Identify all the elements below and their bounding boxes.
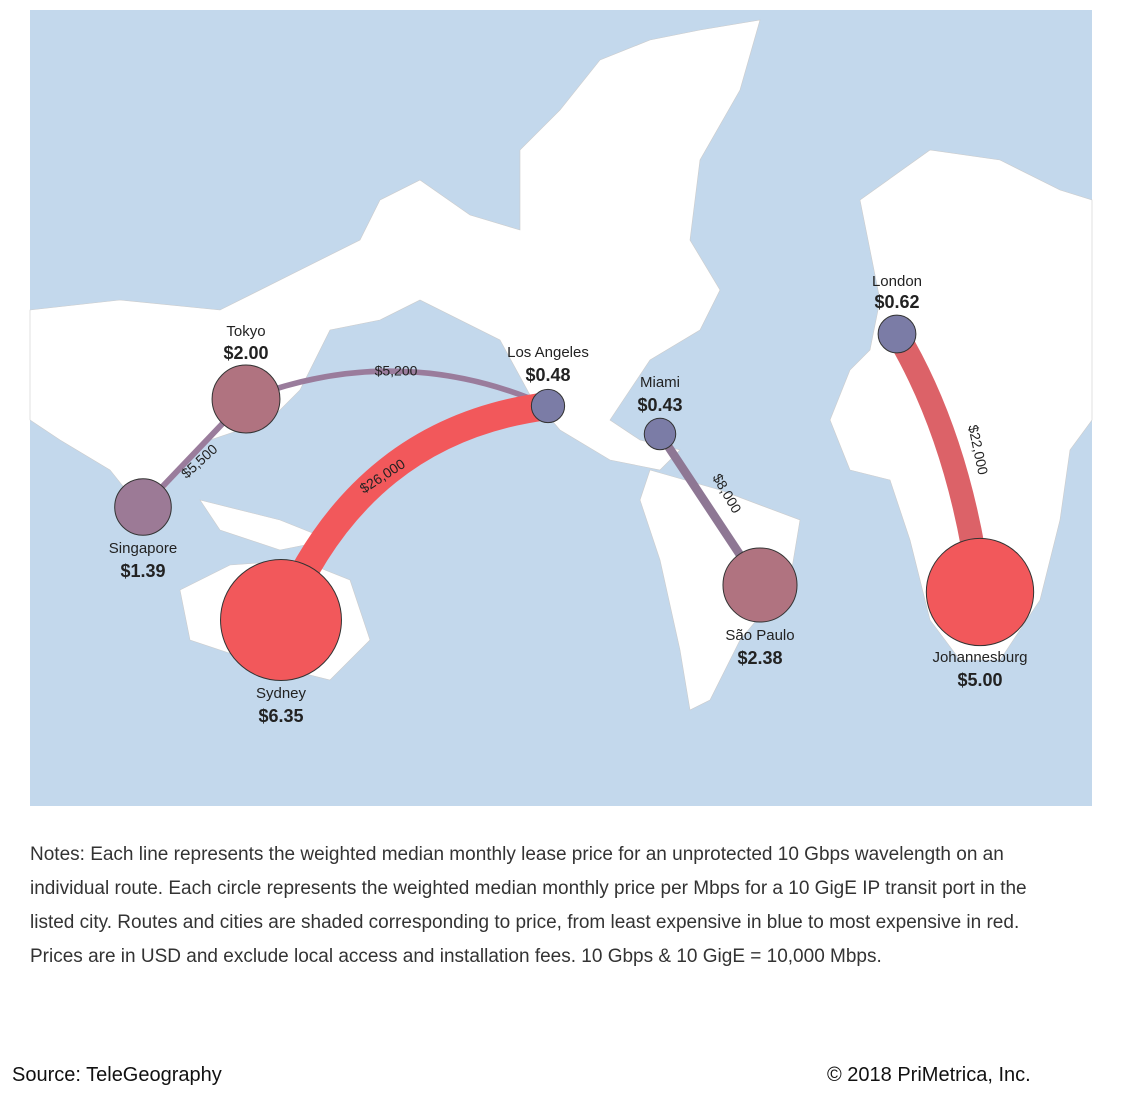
copyright: © 2018 PriMetrica, Inc. [827, 1064, 1031, 1086]
city-price: $0.62 [874, 292, 919, 312]
map: $5,200$5,500 $26,000 $8,000$22,000Tokyo$2.… [29, 10, 1093, 806]
city-name: São Paulo [725, 627, 794, 644]
city-price: $0.48 [525, 365, 570, 385]
notes: Notes: Each line represents the weighted… [30, 844, 1027, 967]
city-price: $5.00 [957, 670, 1002, 690]
city-circle [722, 547, 798, 623]
city-price: $1.39 [120, 561, 165, 581]
city-name: Singapore [109, 540, 177, 557]
route [245, 368, 550, 409]
city-name: Tokyo [226, 323, 265, 340]
city-name: Los Angeles [507, 344, 589, 361]
route-label: $5,200 [375, 363, 418, 379]
city-name: London [872, 273, 922, 290]
source: Source: TeleGeography [12, 1064, 222, 1086]
city-circle [877, 314, 917, 354]
city-circle [114, 478, 172, 536]
city-circle [211, 364, 281, 434]
city-name: Sydney [256, 685, 307, 702]
city-circle [530, 388, 566, 424]
city-price: $2.38 [737, 648, 782, 668]
city-circle [925, 537, 1035, 647]
city-price: $2.00 [223, 343, 268, 363]
city-price: $0.43 [637, 395, 682, 415]
city-price: $6.35 [258, 706, 303, 726]
city-circle [220, 559, 342, 681]
city-name: Miami [640, 374, 680, 391]
city-name: Johannesburg [932, 649, 1027, 666]
city-circle [643, 417, 677, 451]
